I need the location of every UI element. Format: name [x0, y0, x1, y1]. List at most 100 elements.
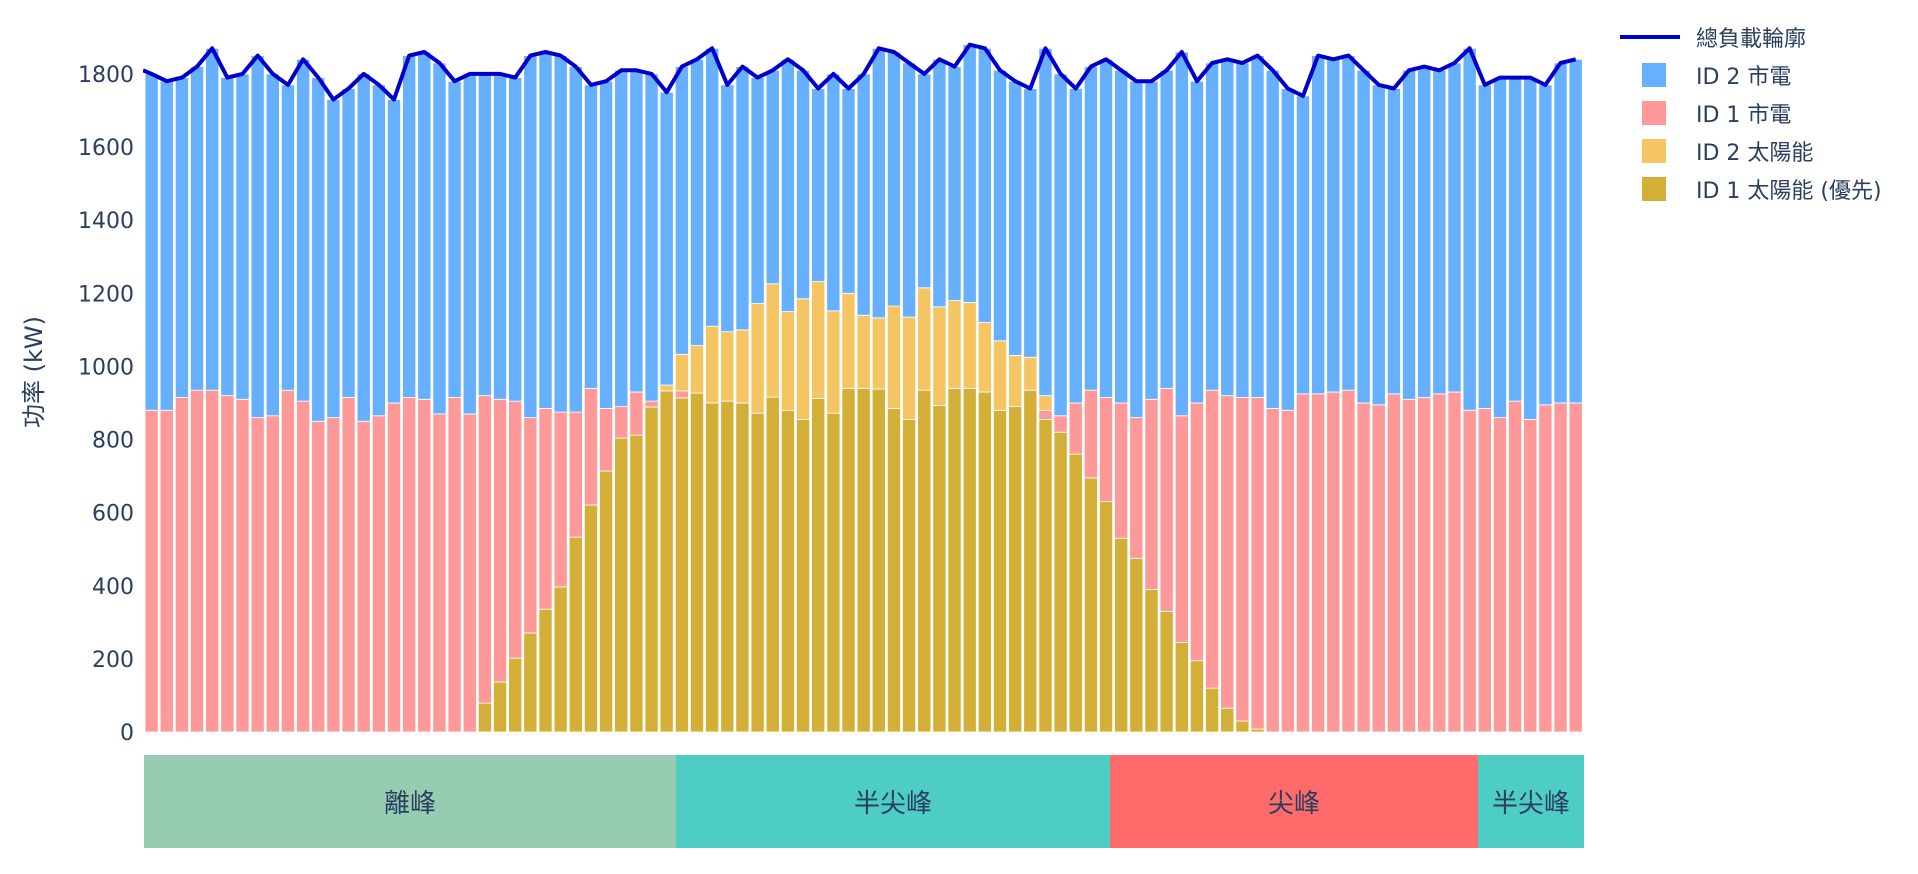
id2-grid-bar: [902, 62, 917, 318]
id2-solar-bar: [750, 303, 765, 414]
id2-grid-bar: [1068, 88, 1083, 404]
id1-grid-bar: [1432, 393, 1447, 733]
id1-grid-bar: [1341, 389, 1356, 733]
id1-grid-bar: [402, 397, 417, 733]
id1-solar-bar: [720, 400, 735, 733]
id2-grid-bar: [1144, 80, 1159, 400]
id2-grid-bar: [1311, 55, 1326, 395]
id1-solar-bar: [1235, 720, 1250, 733]
id1-grid-bar: [1508, 400, 1523, 733]
id1-grid-bar: [568, 411, 583, 538]
id2-grid-bar: [1205, 62, 1220, 391]
id2-grid-bar: [826, 73, 841, 312]
id1-grid-bar: [447, 397, 462, 733]
id2-grid-bar: [796, 69, 811, 300]
id2-grid-bar: [553, 55, 568, 413]
y-tick-label: 1600: [78, 136, 134, 161]
id1-grid-bar: [1371, 404, 1386, 733]
id2-grid-bar: [417, 51, 432, 400]
id2-solar-bar: [780, 311, 795, 411]
id1-grid-bar: [1326, 391, 1341, 733]
id2-grid-bar: [599, 80, 614, 409]
id1-solar-bar: [508, 657, 523, 733]
id1-solar-bar: [553, 586, 568, 733]
id2-grid-bar: [477, 73, 492, 397]
bar-series: [144, 44, 1583, 733]
legend-item-id1-solar[interactable]: ID 1 太陽能 (優先): [1620, 170, 1882, 208]
id2-solar-bar: [705, 325, 720, 404]
id2-grid-bar: [174, 77, 189, 398]
id2-grid-bar: [523, 55, 538, 418]
id2-solar-bar: [690, 345, 705, 394]
color-swatch-icon: [1642, 177, 1666, 201]
id2-grid-bar: [447, 80, 462, 398]
y-tick-label: 200: [92, 648, 134, 673]
id1-grid-bar: [1159, 387, 1174, 612]
id1-grid-bar: [250, 417, 265, 733]
id1-solar-bar: [1174, 642, 1189, 733]
id1-grid-bar: [1235, 397, 1250, 722]
id1-solar-bar: [477, 702, 492, 733]
id2-solar-bar: [871, 317, 886, 390]
id2-grid-bar: [371, 84, 386, 417]
id2-solar-bar: [811, 281, 826, 399]
id1-grid-bar: [235, 398, 250, 733]
id2-grid-bar: [235, 73, 250, 400]
id1-solar-bar: [1023, 389, 1038, 733]
id2-grid-bar: [811, 88, 826, 282]
id1-grid-bar: [1538, 404, 1553, 733]
id2-solar-bar: [841, 292, 856, 389]
legend-item-id1-grid[interactable]: ID 1 市電: [1620, 94, 1882, 132]
tou-band-label: 半尖峰: [854, 789, 932, 819]
y-tick-label: 600: [92, 502, 134, 527]
id2-grid-bar: [1114, 69, 1129, 404]
id1-grid-bar: [386, 402, 401, 733]
id1-solar-bar: [599, 470, 614, 733]
id1-grid-bar: [1205, 389, 1220, 689]
id1-grid-bar: [477, 395, 492, 704]
y-tick-label: 1800: [78, 63, 134, 88]
id2-grid-bar: [250, 55, 265, 418]
legend-item-id2-solar[interactable]: ID 2 太陽能: [1620, 132, 1882, 170]
id1-solar-bar: [796, 419, 811, 733]
legend-item-id2-grid[interactable]: ID 2 市電: [1620, 56, 1882, 94]
color-swatch-icon: [1642, 101, 1666, 125]
id2-grid-bar: [1174, 51, 1189, 417]
id2-solar-bar: [735, 329, 750, 404]
id2-grid-bar: [1523, 77, 1538, 420]
id1-grid-bar: [1053, 415, 1068, 433]
legend-item-total-load[interactable]: 總負載輪廓: [1620, 18, 1882, 56]
y-tick-label: 0: [120, 721, 134, 746]
id2-grid-bar: [735, 66, 750, 331]
id2-grid-bar: [1099, 58, 1114, 398]
id1-solar-bar: [568, 536, 583, 733]
legend-label: ID 2 太陽能: [1696, 141, 1814, 166]
id2-grid-bar: [1447, 62, 1462, 393]
tou-band-label: 離峰: [384, 789, 436, 819]
tou-band: [1110, 755, 1478, 848]
id1-grid-bar: [674, 390, 689, 399]
id2-grid-bar: [493, 73, 508, 400]
id1-grid-bar: [205, 389, 220, 733]
id2-grid-bar: [750, 77, 765, 304]
id2-grid-bar: [1553, 62, 1568, 404]
id1-grid-bar: [1129, 417, 1144, 559]
id2-solar-bar: [765, 283, 780, 398]
id2-solar-bar: [1038, 395, 1053, 411]
id2-grid-bar: [1235, 62, 1250, 398]
id2-grid-bar: [856, 73, 871, 316]
id2-grid-bar: [1296, 95, 1311, 395]
id2-grid-bar: [220, 77, 235, 397]
id2-grid-bar: [1023, 88, 1038, 358]
id2-solar-bar: [826, 310, 841, 414]
id2-solar-bar: [1023, 356, 1038, 391]
id2-grid-bar: [947, 66, 962, 301]
id1-grid-bar: [1492, 417, 1507, 733]
id1-grid-bar: [1402, 398, 1417, 733]
id2-grid-bar: [311, 77, 326, 422]
id2-grid-bar: [1477, 84, 1492, 409]
id2-grid-bar: [432, 62, 447, 415]
id2-grid-bar: [659, 91, 674, 386]
y-tick-label: 400: [92, 575, 134, 600]
